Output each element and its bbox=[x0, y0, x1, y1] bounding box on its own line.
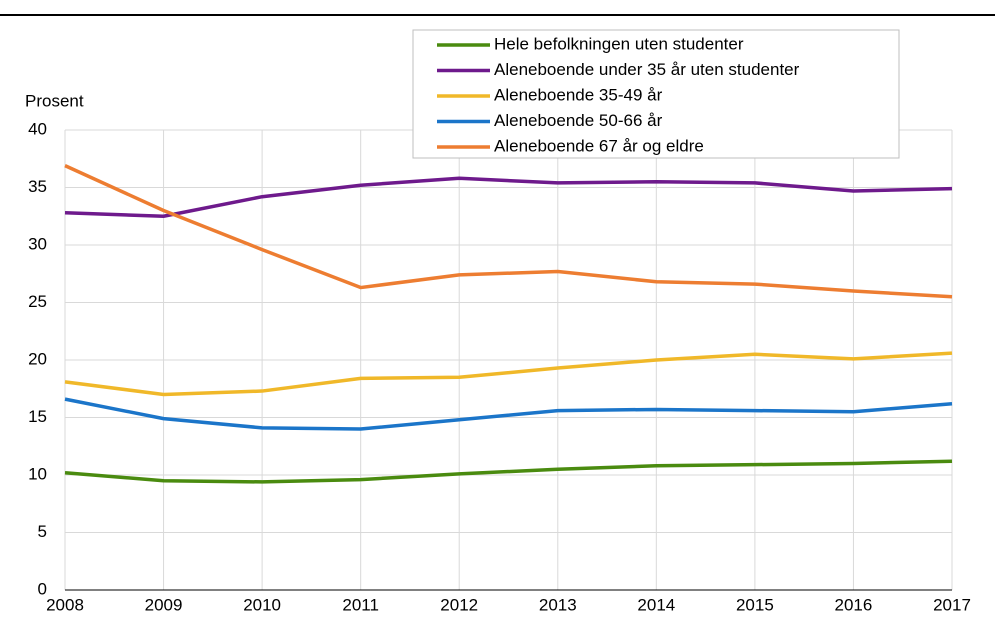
legend-label: Aleneboende 67 år og eldre bbox=[494, 136, 704, 155]
y-tick-label: 30 bbox=[28, 234, 47, 253]
x-tick-label: 2017 bbox=[933, 595, 971, 614]
y-axis-label: Prosent bbox=[25, 91, 84, 110]
x-tick-label: 2014 bbox=[637, 595, 675, 614]
x-tick-label: 2008 bbox=[46, 595, 84, 614]
series-line bbox=[64, 397, 953, 431]
x-tick-label: 2016 bbox=[835, 595, 873, 614]
y-tick-label: 25 bbox=[28, 292, 47, 311]
x-tick-label: 2009 bbox=[145, 595, 183, 614]
series-line bbox=[64, 351, 953, 397]
x-tick-label: 2015 bbox=[736, 595, 774, 614]
series-line bbox=[64, 164, 953, 299]
legend-label: Aleneboende 50-66 år bbox=[494, 111, 663, 130]
series-line bbox=[64, 459, 953, 484]
y-tick-label: 20 bbox=[28, 349, 47, 368]
x-tick-label: 2010 bbox=[243, 595, 281, 614]
y-tick-label: 10 bbox=[28, 464, 47, 483]
x-tick-label: 2012 bbox=[440, 595, 478, 614]
x-tick-label: 2011 bbox=[342, 595, 379, 614]
legend-label: Aleneboende 35-49 år bbox=[494, 85, 663, 104]
y-tick-label: 35 bbox=[28, 177, 47, 196]
legend-label: Hele befolkningen uten studenter bbox=[494, 34, 744, 53]
series-line bbox=[64, 176, 953, 218]
y-tick-label: 0 bbox=[38, 579, 47, 598]
y-tick-label: 15 bbox=[28, 407, 47, 426]
y-tick-label: 40 bbox=[28, 119, 47, 138]
y-tick-label: 5 bbox=[38, 522, 47, 541]
legend-label: Aleneboende under 35 år uten studenter bbox=[494, 60, 800, 79]
legend-box bbox=[412, 29, 900, 159]
x-tick-label: 2013 bbox=[539, 595, 577, 614]
